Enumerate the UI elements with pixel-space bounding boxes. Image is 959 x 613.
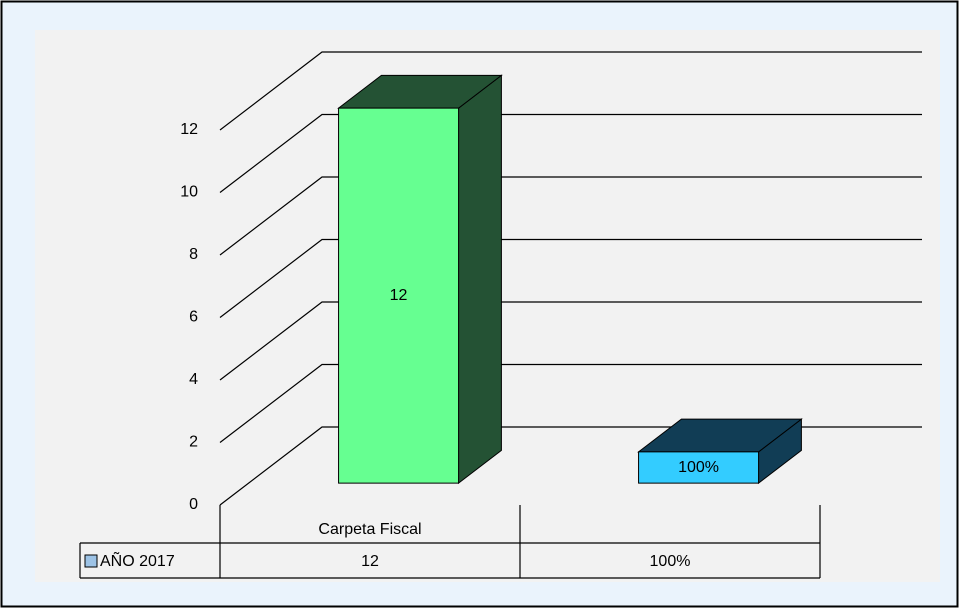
legend-label: AÑO 2017: [100, 550, 175, 570]
grid-line: [219, 363, 922, 443]
y-tick-label: 6: [189, 309, 198, 326]
y-tick-label: 2: [189, 434, 198, 451]
y-tick-label: 10: [180, 184, 198, 201]
x-tick-label: Carpeta Fiscal: [318, 521, 421, 538]
bar: [638, 451, 760, 484]
data-label: 100%: [678, 459, 719, 476]
legend-swatch: [84, 554, 98, 568]
grid-line: [219, 51, 922, 131]
grid-line: [219, 238, 922, 318]
y-tick-label: 0: [189, 496, 198, 513]
y-tick-label: 12: [180, 121, 198, 138]
y-tick-label: 4: [189, 371, 198, 388]
table-cell: 100%: [650, 553, 691, 570]
bar-side: [458, 74, 502, 485]
y-tick-label: 8: [189, 246, 198, 263]
data-label: 12: [390, 287, 408, 304]
bar: [338, 107, 460, 484]
table-cell: 12: [361, 553, 379, 570]
grid-line: [219, 301, 922, 381]
grid-line: [219, 113, 922, 193]
grid-line: [219, 176, 922, 256]
